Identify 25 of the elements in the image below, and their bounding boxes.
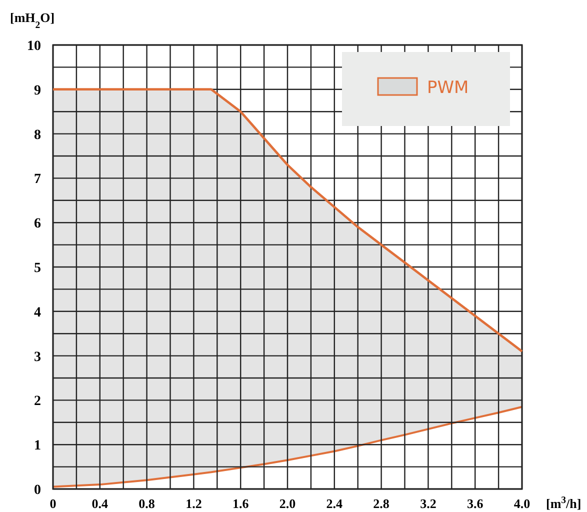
y-tick-label: 9 bbox=[34, 83, 41, 98]
legend-label: PWM bbox=[427, 78, 469, 98]
y-tick-label: 7 bbox=[34, 172, 41, 188]
y-tick-label: 10 bbox=[27, 39, 41, 54]
x-tick-label: 0.8 bbox=[138, 496, 156, 511]
x-tick-label: 3.2 bbox=[420, 496, 436, 511]
y-tick-label: 5 bbox=[34, 261, 41, 276]
y-tick-label: 0 bbox=[34, 483, 41, 498]
y-tick-label: 8 bbox=[34, 128, 41, 143]
x-tick-label: 0 bbox=[50, 496, 56, 511]
x-tick-label: 4.0 bbox=[514, 496, 530, 511]
y-tick-label: 1 bbox=[34, 438, 41, 454]
x-tick-label: 3.6 bbox=[466, 496, 484, 511]
x-tick-label: 1.2 bbox=[186, 496, 202, 511]
y-tick-label: 4 bbox=[34, 305, 41, 320]
y-tick-label: 2 bbox=[34, 394, 41, 410]
y-tick-label: 6 bbox=[34, 216, 41, 232]
x-axis-title: [m$^{3}$/h] bbox=[546, 494, 582, 511]
x-tick-label: 2.0 bbox=[279, 496, 296, 511]
x-tick-label: 1.6 bbox=[232, 496, 250, 511]
y-tick-label: 3 bbox=[34, 350, 41, 365]
y-axis-title: [mH$_{2}$O] bbox=[10, 10, 55, 30]
x-tick-label: 2.8 bbox=[373, 496, 390, 511]
x-tick-label: 0.4 bbox=[92, 496, 109, 511]
x-tick-label: 2.4 bbox=[326, 496, 344, 511]
